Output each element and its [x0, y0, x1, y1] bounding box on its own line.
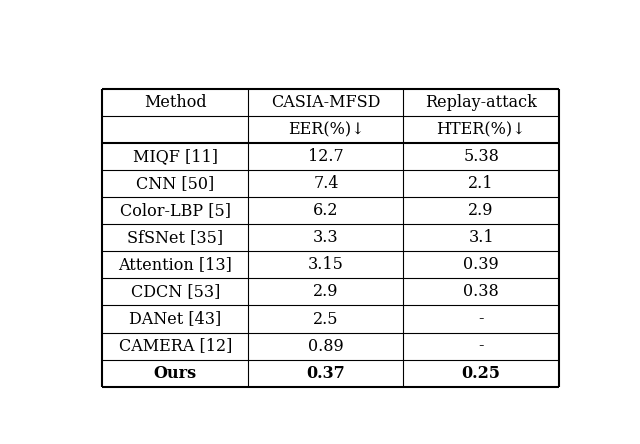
Text: CASIA-MFSD: CASIA-MFSD [271, 94, 381, 111]
Text: 5.38: 5.38 [463, 148, 499, 165]
Text: 2.1: 2.1 [468, 175, 494, 192]
Text: 2.9: 2.9 [468, 202, 494, 219]
Text: 0.38: 0.38 [463, 283, 499, 301]
Text: 0.89: 0.89 [308, 337, 344, 355]
Text: 7.4: 7.4 [313, 175, 339, 192]
Text: Replay-attack: Replay-attack [425, 94, 537, 111]
Text: -: - [478, 310, 484, 328]
Text: CNN [50]: CNN [50] [136, 175, 214, 192]
Text: DANet [43]: DANet [43] [129, 310, 221, 328]
Text: 2.5: 2.5 [313, 310, 339, 328]
Text: 0.25: 0.25 [461, 365, 500, 381]
Text: HTER(%)↓: HTER(%)↓ [436, 121, 526, 138]
Text: Method: Method [144, 94, 207, 111]
Text: SfSNet [35]: SfSNet [35] [127, 230, 223, 246]
Text: CAMERA [12]: CAMERA [12] [118, 337, 232, 355]
Text: EER(%)↓: EER(%)↓ [287, 121, 364, 138]
Text: 2.9: 2.9 [313, 283, 339, 301]
Text: 0.39: 0.39 [463, 257, 499, 274]
Text: CDCN [53]: CDCN [53] [131, 283, 220, 301]
Text: -: - [478, 337, 484, 355]
Text: 0.37: 0.37 [307, 365, 346, 381]
Text: 3.15: 3.15 [308, 257, 344, 274]
Text: Color-LBP [5]: Color-LBP [5] [120, 202, 231, 219]
Text: Ours: Ours [154, 365, 197, 381]
Text: 3.3: 3.3 [313, 230, 339, 246]
Text: 6.2: 6.2 [313, 202, 339, 219]
Text: 12.7: 12.7 [308, 148, 344, 165]
Text: Attention [13]: Attention [13] [118, 257, 232, 274]
Text: 3.1: 3.1 [468, 230, 494, 246]
Text: MIQF [11]: MIQF [11] [133, 148, 218, 165]
